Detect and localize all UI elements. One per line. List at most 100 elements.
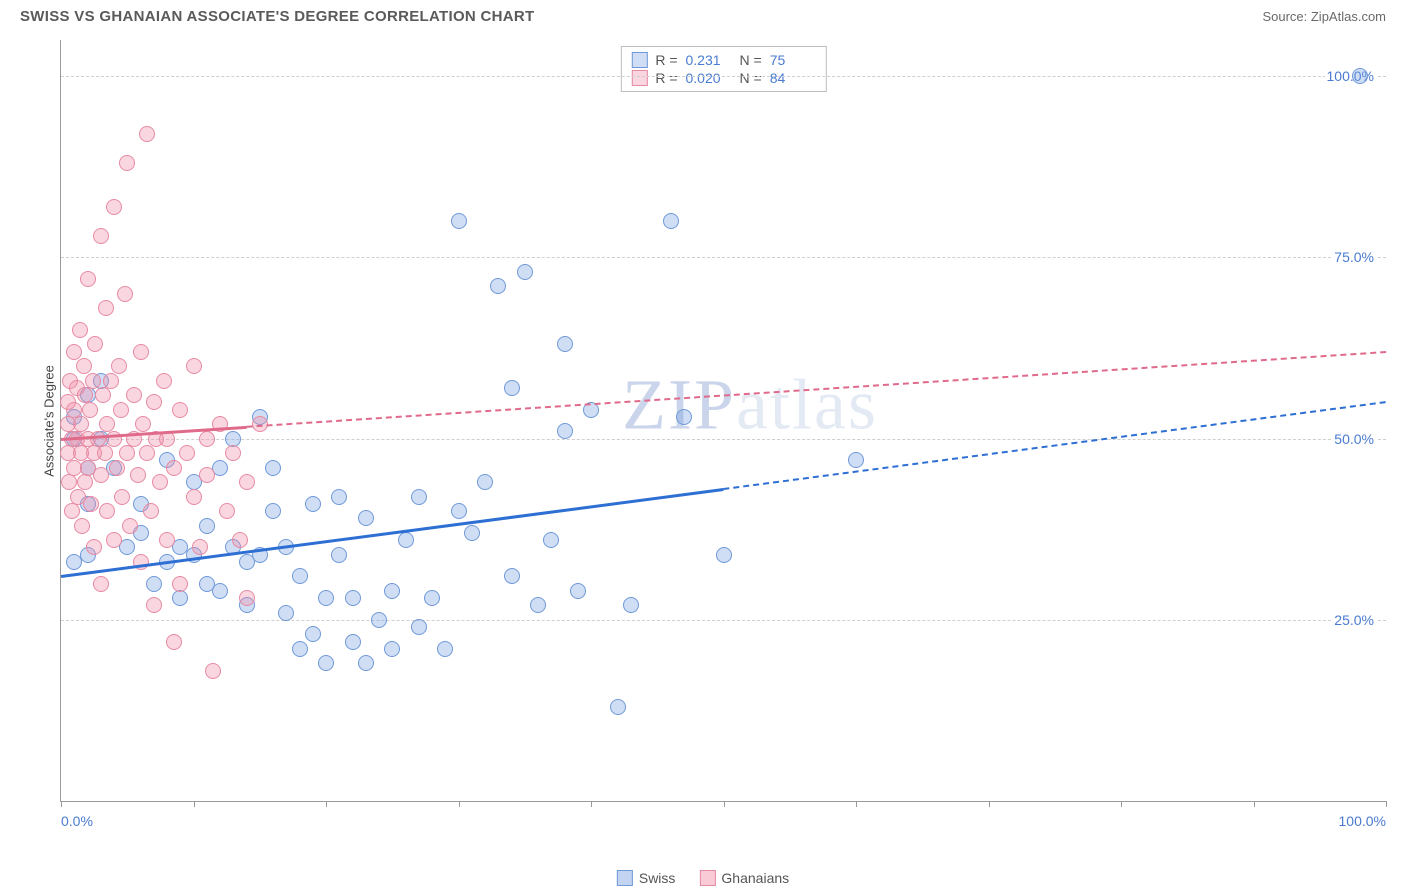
data-point xyxy=(98,300,114,316)
data-point xyxy=(85,373,101,389)
data-point xyxy=(172,402,188,418)
data-point xyxy=(122,518,138,534)
legend-swatch xyxy=(699,870,715,886)
data-point xyxy=(166,460,182,476)
data-point xyxy=(103,373,119,389)
data-point xyxy=(146,576,162,592)
data-point xyxy=(199,467,215,483)
data-point xyxy=(384,641,400,657)
data-point xyxy=(152,474,168,490)
chart-container: Associate's Degree ZIPatlas R =0.231N =7… xyxy=(20,40,1386,832)
legend-label: Ghanaians xyxy=(721,870,789,886)
trend-line xyxy=(61,352,1386,439)
data-point xyxy=(76,358,92,374)
data-point xyxy=(119,155,135,171)
data-point xyxy=(371,612,387,628)
data-point xyxy=(135,416,151,432)
data-point xyxy=(411,619,427,635)
y-tick-label: 25.0% xyxy=(1332,612,1376,628)
data-point xyxy=(239,474,255,490)
gridline xyxy=(61,439,1386,440)
data-point xyxy=(66,344,82,360)
data-point xyxy=(716,547,732,563)
data-point xyxy=(172,590,188,606)
x-tick xyxy=(194,801,195,807)
data-point xyxy=(172,576,188,592)
data-point xyxy=(331,547,347,563)
source-label: Source: ZipAtlas.com xyxy=(1262,9,1386,24)
n-label: N = xyxy=(740,70,762,86)
gridline xyxy=(61,76,1386,77)
data-point xyxy=(610,699,626,715)
data-point xyxy=(219,503,235,519)
x-tick xyxy=(856,801,857,807)
data-point xyxy=(384,583,400,599)
x-tick xyxy=(1254,801,1255,807)
data-point xyxy=(93,576,109,592)
data-point xyxy=(86,539,102,555)
data-point xyxy=(61,474,77,490)
data-point xyxy=(83,496,99,512)
legend-item: Ghanaians xyxy=(699,870,789,886)
data-point xyxy=(156,373,172,389)
stats-legend-box: R =0.231N =75R =0.020N =84 xyxy=(620,46,826,92)
chart-title: SWISS VS GHANAIAN ASSOCIATE'S DEGREE COR… xyxy=(20,8,535,25)
data-point xyxy=(99,503,115,519)
data-point xyxy=(676,409,692,425)
data-point xyxy=(106,199,122,215)
data-point xyxy=(106,532,122,548)
data-point xyxy=(130,467,146,483)
data-point xyxy=(265,503,281,519)
series-swatch xyxy=(631,70,647,86)
legend-swatch xyxy=(617,870,633,886)
y-tick-label: 50.0% xyxy=(1332,431,1376,447)
data-point xyxy=(199,518,215,534)
x-tick xyxy=(1386,801,1387,807)
y-tick-label: 100.0% xyxy=(1325,68,1376,84)
data-point xyxy=(504,380,520,396)
data-point xyxy=(139,126,155,142)
data-point xyxy=(623,597,639,613)
x-tick xyxy=(326,801,327,807)
data-point xyxy=(398,532,414,548)
data-point xyxy=(232,532,248,548)
r-label: R = xyxy=(655,70,677,86)
n-value: 84 xyxy=(770,70,816,86)
data-point xyxy=(477,474,493,490)
data-point xyxy=(159,532,175,548)
data-point xyxy=(205,663,221,679)
x-axis-min-label: 0.0% xyxy=(61,813,93,829)
data-point xyxy=(113,402,129,418)
data-point xyxy=(119,445,135,461)
data-point xyxy=(437,641,453,657)
data-point xyxy=(212,583,228,599)
data-point xyxy=(186,358,202,374)
y-tick-label: 75.0% xyxy=(1332,249,1376,265)
data-point xyxy=(292,568,308,584)
r-value: 0.020 xyxy=(686,70,732,86)
data-point xyxy=(74,518,90,534)
data-point xyxy=(239,590,255,606)
data-point xyxy=(77,474,93,490)
x-tick xyxy=(459,801,460,807)
data-point xyxy=(95,387,111,403)
data-point xyxy=(82,402,98,418)
legend-bottom: SwissGhanaians xyxy=(617,870,789,886)
data-point xyxy=(504,568,520,584)
data-point xyxy=(292,641,308,657)
data-point xyxy=(72,322,88,338)
gridline xyxy=(61,620,1386,621)
header: SWISS VS GHANAIAN ASSOCIATE'S DEGREE COR… xyxy=(0,0,1406,29)
data-point xyxy=(146,597,162,613)
data-point xyxy=(411,489,427,505)
x-tick xyxy=(1121,801,1122,807)
x-tick xyxy=(989,801,990,807)
data-point xyxy=(305,496,321,512)
data-point xyxy=(451,213,467,229)
data-point xyxy=(114,489,130,505)
data-point xyxy=(139,445,155,461)
data-point xyxy=(225,445,241,461)
data-point xyxy=(570,583,586,599)
data-point xyxy=(93,467,109,483)
data-point xyxy=(64,503,80,519)
